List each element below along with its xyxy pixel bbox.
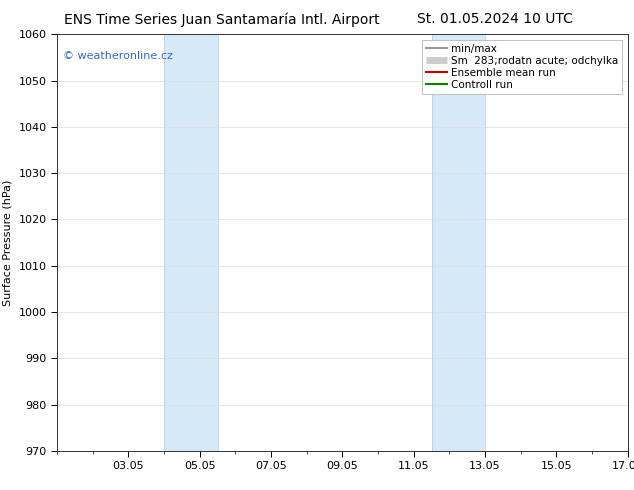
Text: St. 01.05.2024 10 UTC: St. 01.05.2024 10 UTC [417,12,573,26]
Legend: min/max, Sm  283;rodatn acute; odchylka, Ensemble mean run, Controll run: min/max, Sm 283;rodatn acute; odchylka, … [422,40,623,94]
Bar [432,34,485,451]
Text: © weatheronline.cz: © weatheronline.cz [63,51,172,61]
Bar [164,34,217,451]
Text: ENS Time Series Juan Santamaría Intl. Airport: ENS Time Series Juan Santamaría Intl. Ai… [64,12,380,27]
Y-axis label: Surface Pressure (hPa): Surface Pressure (hPa) [3,179,13,306]
